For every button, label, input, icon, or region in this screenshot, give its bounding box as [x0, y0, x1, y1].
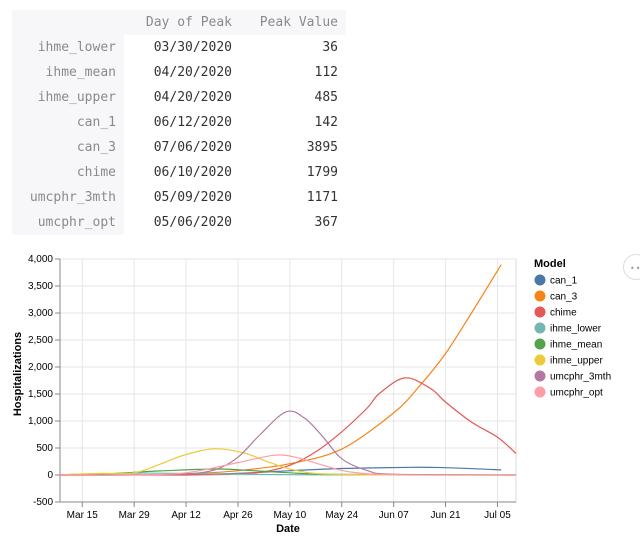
- row-model: ihme_upper: [12, 85, 124, 110]
- row-model: ihme_lower: [12, 35, 124, 60]
- row-day: 05/09/2020: [153, 190, 232, 205]
- y-tick-label: 4,000: [28, 254, 53, 265]
- row-value: 1171: [306, 190, 338, 205]
- x-axis-title: Date: [276, 523, 300, 535]
- row-model: ihme_mean: [12, 60, 124, 85]
- legend-swatch-chime: [534, 306, 546, 318]
- legend-swatch-ihme-lower: [534, 322, 546, 334]
- x-tick-label: May 24: [325, 510, 358, 521]
- series-line-umcphr-3mth: [59, 410, 517, 476]
- y-tick-label: 2,500: [28, 335, 53, 346]
- y-tick-label: 3,500: [28, 281, 53, 292]
- plot-background: [59, 258, 517, 503]
- y-tick-label: 1,500: [28, 389, 53, 400]
- ellipsis-icon: •••: [630, 264, 640, 273]
- legend-swatch-umcphr-3mth: [534, 370, 546, 382]
- row-value: 112: [314, 65, 338, 80]
- legend-label: umcphr_3mth: [550, 372, 611, 383]
- row-day: 07/06/2020: [153, 140, 232, 155]
- row-model: umcphr_3mth: [12, 185, 124, 210]
- table-row: ihme_mean 04/20/2020 112: [12, 60, 346, 85]
- table-header-row: Day of Peak Peak Value: [12, 10, 346, 35]
- x-tick-label: Mar 15: [67, 510, 99, 521]
- table-row: can_1 06/12/2020 142: [12, 110, 346, 135]
- row-value: 367: [314, 215, 338, 230]
- x-tick-label: May 10: [273, 510, 306, 521]
- row-value: 142: [314, 115, 338, 130]
- table-row: umcphr_3mth 05/09/2020 1171: [12, 185, 346, 210]
- table-row: ihme_lower 03/30/2020 36: [12, 35, 346, 60]
- row-day: 05/06/2020: [153, 215, 232, 230]
- row-model: can_1: [12, 110, 124, 135]
- header-day-of-peak: Day of Peak: [124, 10, 240, 35]
- row-value: 3895: [306, 140, 338, 155]
- row-day: 06/12/2020: [153, 115, 232, 130]
- legend-label: umcphr_opt: [550, 388, 603, 399]
- legend-swatch-can-3: [534, 290, 546, 302]
- y-tick-label: 2,000: [28, 362, 53, 373]
- legend-label: chime: [550, 308, 577, 319]
- row-value: 1799: [306, 165, 338, 180]
- legend-swatch-can-1: [534, 274, 546, 286]
- legend-label: can_3: [550, 292, 578, 303]
- hospitalizations-line-chart: -500 0 500 1,000 1,500 2,000 2,500 3,000 3,500 4,…: [12, 254, 611, 535]
- y-tick-label: 1,000: [28, 416, 53, 427]
- x-tick-label: Jul 05: [484, 510, 511, 521]
- legend-label: ihme_mean: [550, 340, 602, 351]
- x-tick-label: Mar 29: [119, 510, 151, 521]
- legend-swatch-ihme-upper: [534, 354, 546, 366]
- row-day: 04/20/2020: [153, 65, 232, 80]
- x-tick-label: Apr 26: [223, 510, 253, 521]
- x-tick-label: Apr 12: [171, 510, 201, 521]
- x-tick-label: Jun 21: [431, 510, 461, 521]
- legend-label: ihme_upper: [550, 356, 603, 367]
- row-value: 36: [322, 40, 338, 55]
- y-axis-title: Hospitalizations: [12, 332, 24, 416]
- row-model: can_3: [12, 135, 124, 160]
- row-day: 03/30/2020: [153, 40, 232, 55]
- legend-label: can_1: [550, 276, 578, 287]
- series-line-ihme-upper: [59, 448, 517, 476]
- more-actions-button[interactable]: •••: [623, 254, 640, 280]
- header-index: [12, 10, 124, 35]
- y-tick-label: 3,000: [28, 308, 53, 319]
- row-model: chime: [12, 160, 124, 185]
- y-tick-label: -500: [33, 497, 53, 508]
- series-line-umcphr-opt: [59, 454, 517, 476]
- x-tick-label: Jun 07: [379, 510, 409, 521]
- legend-title: Model: [534, 258, 566, 270]
- row-day: 06/10/2020: [153, 165, 232, 180]
- table-row: chime 06/10/2020 1799: [12, 160, 346, 185]
- row-model: umcphr_opt: [12, 210, 124, 235]
- table-row: umcphr_opt 05/06/2020 367: [12, 210, 346, 235]
- legend-swatch-ihme-mean: [534, 338, 546, 350]
- legend-swatch-umcphr-opt: [534, 386, 546, 398]
- row-value: 485: [314, 90, 338, 105]
- peak-summary-table: Day of Peak Peak Value ihme_lower 03/30/2…: [12, 10, 346, 235]
- y-tick-label: 500: [36, 443, 53, 454]
- y-tick-label: 0: [47, 470, 53, 481]
- header-peak-value: Peak Value: [240, 10, 346, 35]
- row-day: 04/20/2020: [153, 90, 232, 105]
- table-row: ihme_upper 04/20/2020 485: [12, 85, 346, 110]
- series-line-chime: [59, 377, 517, 476]
- legend-label: ihme_lower: [550, 324, 602, 335]
- plot-area: -500 0 500 1,000 1,500 2,000 2,500 3,000 3,500 4,…: [28, 254, 517, 521]
- table-row: can_3 07/06/2020 3895: [12, 135, 346, 160]
